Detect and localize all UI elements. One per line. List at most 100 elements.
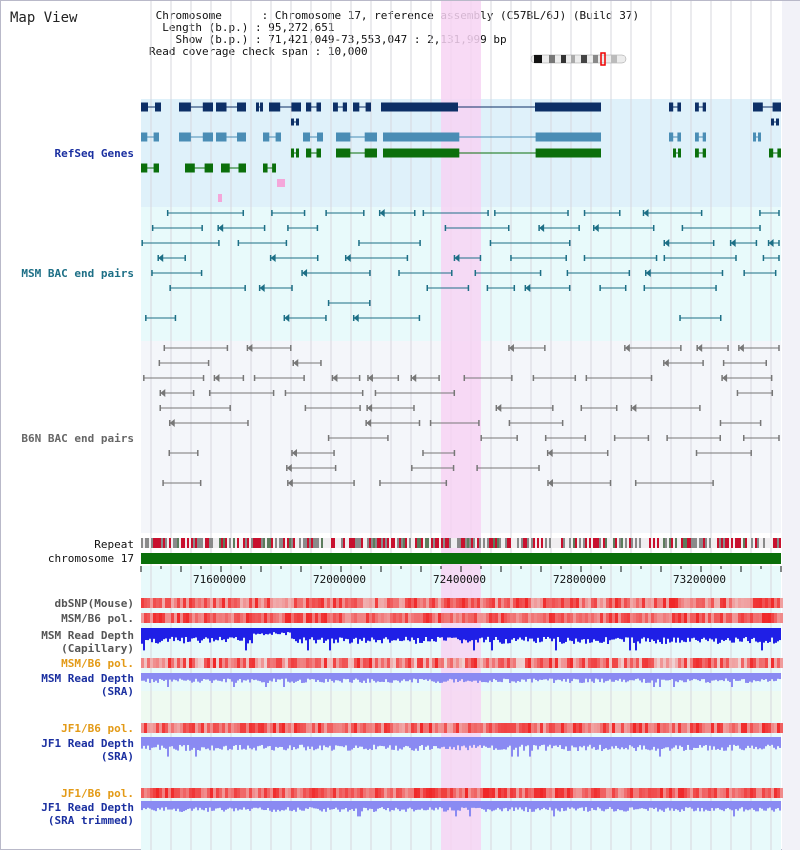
heat-cell — [519, 658, 522, 668]
gene-exon — [753, 102, 763, 112]
heat-cell — [252, 598, 255, 608]
depth-bar — [539, 801, 541, 811]
heat-cell — [627, 613, 630, 623]
depth-bar — [587, 801, 589, 812]
heat-cell — [465, 658, 468, 668]
repeat-block — [179, 538, 181, 548]
depth-bar — [475, 628, 477, 640]
depth-bar — [259, 801, 261, 808]
depth-bar — [257, 801, 259, 809]
heat-cell — [258, 658, 261, 668]
heat-cell — [777, 788, 780, 798]
heat-cell — [375, 658, 378, 668]
depth-bar — [169, 628, 171, 639]
depth-bar — [533, 628, 535, 642]
depth-bar — [227, 673, 229, 679]
heat-cell — [630, 658, 633, 668]
heat-cell — [387, 723, 390, 733]
heat-cell — [510, 658, 513, 668]
depth-bar — [755, 673, 757, 682]
heat-cell — [264, 723, 267, 733]
repeat-block — [663, 538, 665, 548]
depth-bar — [451, 801, 453, 811]
heat-cell — [225, 598, 228, 608]
depth-bar — [689, 673, 691, 681]
repeat-block — [579, 538, 581, 548]
repeat-block — [759, 538, 761, 548]
heat-cell — [210, 723, 213, 733]
heat-cell — [159, 613, 162, 623]
heat-cell — [507, 723, 510, 733]
depth-bar — [711, 673, 713, 681]
heat-cell — [162, 598, 165, 608]
polymorphism-tracks[interactable] — [141, 598, 783, 798]
heat-cell — [420, 788, 423, 798]
depth-bar — [531, 801, 533, 812]
depth-bar — [631, 673, 633, 681]
heat-cell — [534, 658, 537, 668]
heat-cell — [654, 598, 657, 608]
depth-bar — [339, 673, 341, 682]
depth-bar — [759, 628, 761, 642]
depth-bar — [719, 673, 721, 681]
repeat-block — [667, 538, 669, 548]
refseq-genes-track[interactable] — [141, 102, 781, 203]
heat-cell — [159, 788, 162, 798]
heat-cell — [336, 598, 339, 608]
heat-cell — [531, 723, 534, 733]
depth-bar — [173, 673, 175, 680]
depth-bar — [503, 801, 505, 809]
heat-cell — [549, 658, 552, 668]
depth-bar — [675, 628, 677, 643]
heat-cell — [447, 613, 450, 623]
depth-bar — [359, 628, 361, 640]
b6n-bac-track[interactable] — [143, 344, 780, 487]
depth-bar — [555, 737, 557, 746]
depth-bar — [249, 628, 251, 641]
depth-bar — [479, 801, 481, 808]
depth-bar — [383, 801, 385, 810]
heat-cell — [168, 723, 171, 733]
depth-bar — [391, 628, 393, 641]
heat-cell — [546, 613, 549, 623]
repeat-block — [527, 538, 529, 548]
depth-bar — [735, 737, 737, 747]
bac-arrow — [496, 404, 502, 412]
repeat-block — [751, 538, 753, 548]
depth-bar — [345, 801, 347, 809]
depth-bar — [499, 628, 501, 643]
heat-cell — [219, 723, 222, 733]
repeat-block — [431, 538, 433, 548]
heat-cell — [213, 613, 216, 623]
depth-bar — [565, 737, 567, 747]
heat-cell — [201, 788, 204, 798]
depth-bar — [363, 673, 365, 681]
heat-cell — [321, 598, 324, 608]
gene-exon — [306, 102, 312, 112]
heat-cell — [258, 598, 261, 608]
chromosome-bar[interactable] — [141, 553, 781, 564]
depth-bar — [495, 628, 497, 637]
repeat-block — [687, 538, 689, 548]
msm-bac-track[interactable] — [141, 209, 780, 322]
heat-cell — [477, 598, 480, 608]
depth-bar — [289, 673, 291, 683]
depth-bar — [765, 801, 767, 811]
depth-bar — [391, 673, 393, 683]
repeat-track[interactable] — [141, 538, 781, 548]
depth-bar — [413, 801, 415, 812]
read-depth-tracks[interactable] — [141, 628, 781, 817]
heat-cell — [582, 598, 585, 608]
depth-bar — [541, 673, 543, 680]
depth-bar — [281, 737, 283, 748]
depth-bar — [773, 673, 775, 682]
depth-bar — [583, 628, 585, 640]
heat-cell — [525, 658, 528, 668]
heat-cell — [279, 658, 282, 668]
depth-bar — [609, 801, 611, 808]
depth-bar — [709, 801, 711, 812]
chromosome-ideogram[interactable] — [530, 52, 627, 66]
gene-exon — [772, 102, 781, 112]
depth-bar — [643, 673, 645, 679]
